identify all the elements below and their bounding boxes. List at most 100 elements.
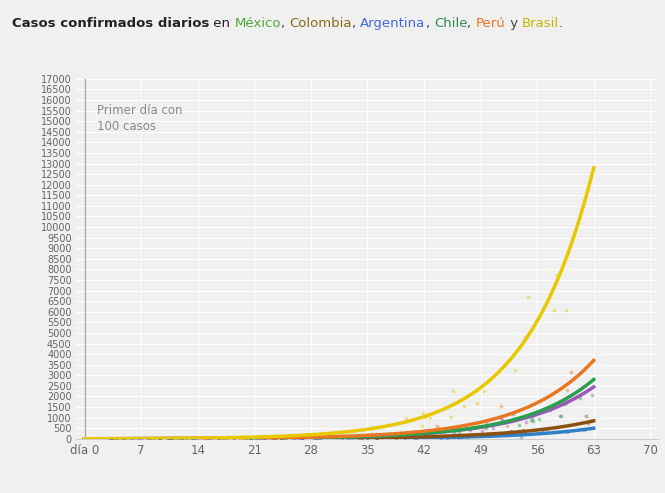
Point [251,435,262,443]
Point [355,432,366,440]
Point [312,433,323,441]
Point [588,64,598,71]
Point [132,435,143,443]
Point [462,433,472,441]
Point [266,434,277,442]
Point [287,435,298,443]
Point [534,416,545,423]
Point [520,333,531,341]
Point [297,434,307,442]
Point [331,433,341,441]
Point [386,431,396,439]
Point [502,417,513,425]
Point [561,428,572,436]
Point [382,431,392,439]
Point [276,434,287,442]
Point [436,434,446,442]
Point [310,435,321,443]
Text: Argentina: Argentina [360,17,426,30]
Point [208,434,219,442]
Point [432,422,442,430]
Point [545,406,555,414]
Point [507,410,518,418]
Point [514,422,525,429]
Point [278,434,289,442]
Point [123,435,134,443]
Point [156,434,167,442]
Point [356,434,367,442]
Point [165,435,176,443]
Point [391,434,402,442]
Point [361,434,372,442]
Point [362,432,373,440]
Text: México: México [235,17,281,30]
Point [586,417,597,424]
Point [459,402,469,410]
Point [465,425,475,433]
Point [222,433,233,441]
Text: ,: , [426,17,434,30]
Point [122,435,133,443]
Point [201,435,211,443]
Point [448,387,458,394]
Point [410,434,420,442]
Point [162,435,173,443]
Point [163,435,174,443]
Point [213,434,223,442]
Point [182,435,193,443]
Text: Perú: Perú [476,17,505,30]
Point [146,435,156,443]
Point [249,434,260,442]
Point [238,434,249,442]
Point [155,435,166,443]
Point [366,423,377,431]
Point [446,432,456,440]
Point [410,431,420,439]
Point [107,435,118,443]
Point [432,424,443,432]
Point [396,429,406,437]
Point [555,412,565,420]
Point [366,432,377,440]
Point [347,434,358,442]
Point [136,435,146,443]
Point [143,435,154,443]
Point [411,432,422,440]
Point [259,435,270,443]
Point [149,434,160,442]
Point [420,413,430,421]
Point [465,424,476,432]
Point [501,423,512,430]
Point [411,434,422,442]
Point [448,424,458,432]
Point [105,435,116,443]
Point [154,435,165,443]
Point [313,434,323,442]
Point [505,426,516,434]
Point [257,435,268,443]
Text: ,: , [467,17,476,30]
Point [514,427,525,435]
Point [527,414,537,422]
Point [164,435,174,443]
Point [541,425,551,433]
Point [477,427,487,435]
Point [238,434,249,442]
Point [174,435,185,443]
Point [309,434,319,442]
Point [268,434,279,442]
Point [275,434,286,442]
Text: Brasil: Brasil [522,17,559,30]
Point [290,434,301,442]
Point [428,428,438,436]
Point [148,435,159,443]
Point [279,435,289,443]
Point [543,423,553,431]
Point [127,435,138,443]
Point [126,435,136,443]
Point [587,391,597,399]
Point [329,433,340,441]
Point [242,435,253,443]
Text: Primer día con
100 casos: Primer día con 100 casos [96,105,182,133]
Point [260,435,271,443]
